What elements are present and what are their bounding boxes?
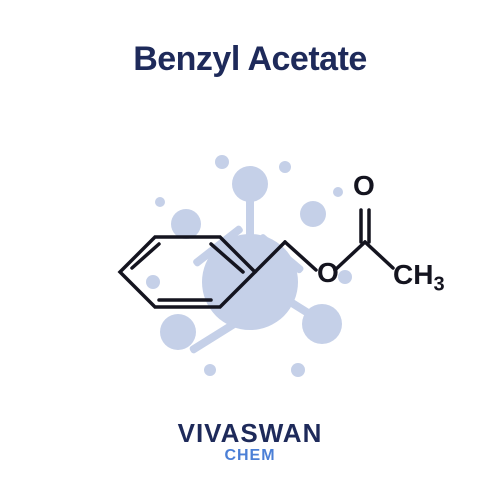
infographic-card: Benzyl Acetate	[0, 0, 500, 500]
chemical-structure	[60, 152, 440, 392]
brand-name: VIVASWAN	[0, 418, 500, 449]
compound-title: Benzyl Acetate	[133, 40, 367, 79]
atom-label-ch3: CH3	[393, 259, 445, 297]
brand-subtitle: CHEM	[0, 447, 500, 465]
atom-ch: CH	[393, 259, 433, 290]
brand-area: VIVASWAN CHEM	[0, 418, 500, 465]
atom-ch3-sub: 3	[433, 273, 444, 295]
diagram-area: O O CH3	[0, 112, 500, 432]
atom-label-o-chain: O	[317, 257, 339, 289]
atom-label-o-top: O	[353, 170, 375, 202]
